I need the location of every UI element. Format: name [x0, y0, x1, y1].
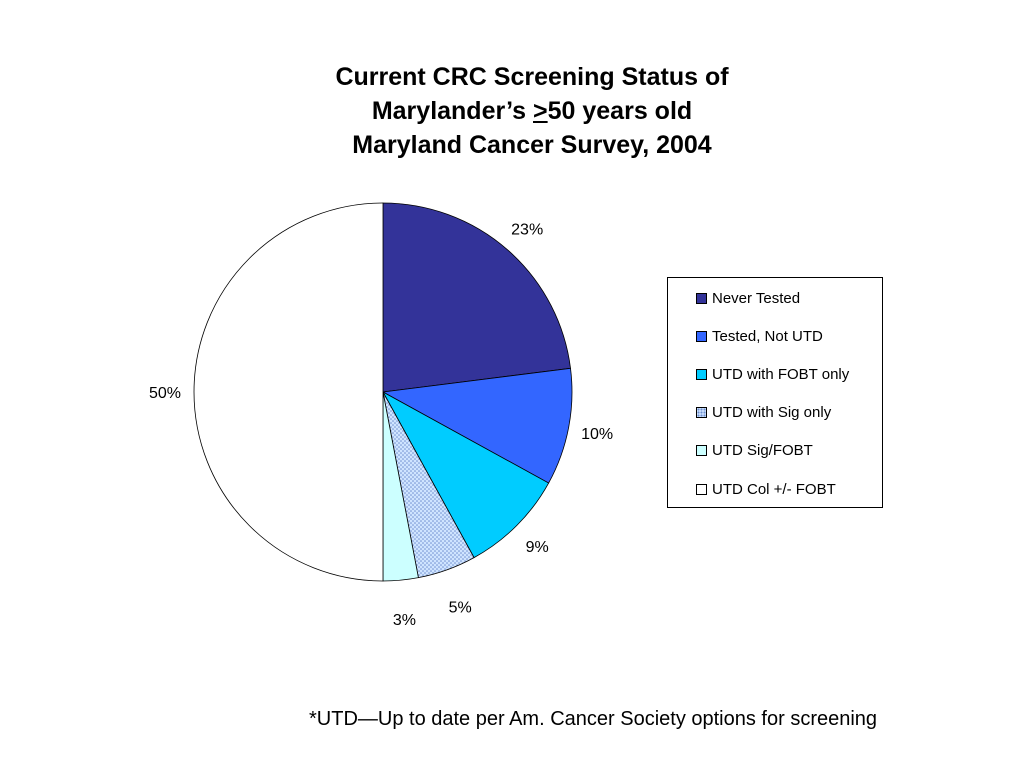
title-line-2: Marylander’s >50 years old — [232, 94, 832, 128]
pie-slice-utd-with-fobt-only — [381, 390, 550, 559]
footnote: *UTD—Up to date per Am. Cancer Society o… — [309, 708, 878, 730]
legend-item-utd-col-fobt: UTD Col +/- FOBT — [696, 479, 836, 499]
legend-swatch — [696, 483, 707, 495]
legend-swatch — [696, 368, 707, 380]
legend-label: UTD with FOBT only — [712, 365, 850, 383]
legend-label: UTD Col +/- FOBT — [712, 480, 836, 498]
legend-swatch — [696, 407, 707, 419]
legend-label: UTD with Sig only — [712, 404, 832, 422]
legend-label: UTD Sig/FOBT — [712, 442, 813, 460]
pie-slices — [193, 202, 573, 582]
title-line-2-pre: Marylander’s — [371, 97, 534, 125]
legend-label: Never Tested — [712, 289, 801, 307]
data-label-utd-with-sig-only: 5% — [449, 600, 472, 617]
title-line-2-post: 50 years old — [547, 97, 693, 125]
title-gte-symbol: > — [533, 97, 548, 125]
legend-swatch — [696, 445, 707, 457]
data-label-never-tested: 23% — [511, 221, 543, 238]
pie-slice-never-tested — [382, 202, 571, 393]
legend-item-utd-with-fobt-only: UTD with FOBT only — [696, 364, 849, 384]
legend-label: Tested, Not UTD — [712, 327, 823, 345]
data-label-utd-col-fobt: 50% — [149, 385, 181, 402]
data-label-utd-with-fobt-only: 9% — [526, 539, 549, 556]
chart-legend: Never Tested Tested, Not UTD UTD with FOBT… — [667, 277, 883, 508]
title-line-1: Current CRC Screening Status of — [335, 63, 729, 91]
pie-data-labels: 23% 10% 9% 5% 3% 50% — [149, 221, 613, 629]
legend-swatch — [696, 292, 707, 304]
legend-item-tested-not-utd: Tested, Not UTD — [696, 326, 823, 346]
legend-item-utd-with-sig-only: UTD with Sig only — [696, 403, 831, 423]
data-label-utd-sig-fobt: 3% — [393, 612, 416, 629]
pie-slice-utd-col-fobt — [193, 202, 384, 582]
legend-item-utd-sig-fobt: UTD Sig/FOBT — [696, 441, 813, 461]
legend-item-never-tested: Never Tested — [696, 288, 800, 308]
chart-title: Current CRC Screening Status of Maryland… — [232, 60, 832, 162]
legend-swatch — [696, 330, 707, 342]
pie-slice-tested-not-utd — [381, 367, 573, 484]
title-line-3: Maryland Cancer Survey, 2004 — [352, 131, 712, 159]
data-label-tested-not-utd: 10% — [581, 426, 613, 443]
